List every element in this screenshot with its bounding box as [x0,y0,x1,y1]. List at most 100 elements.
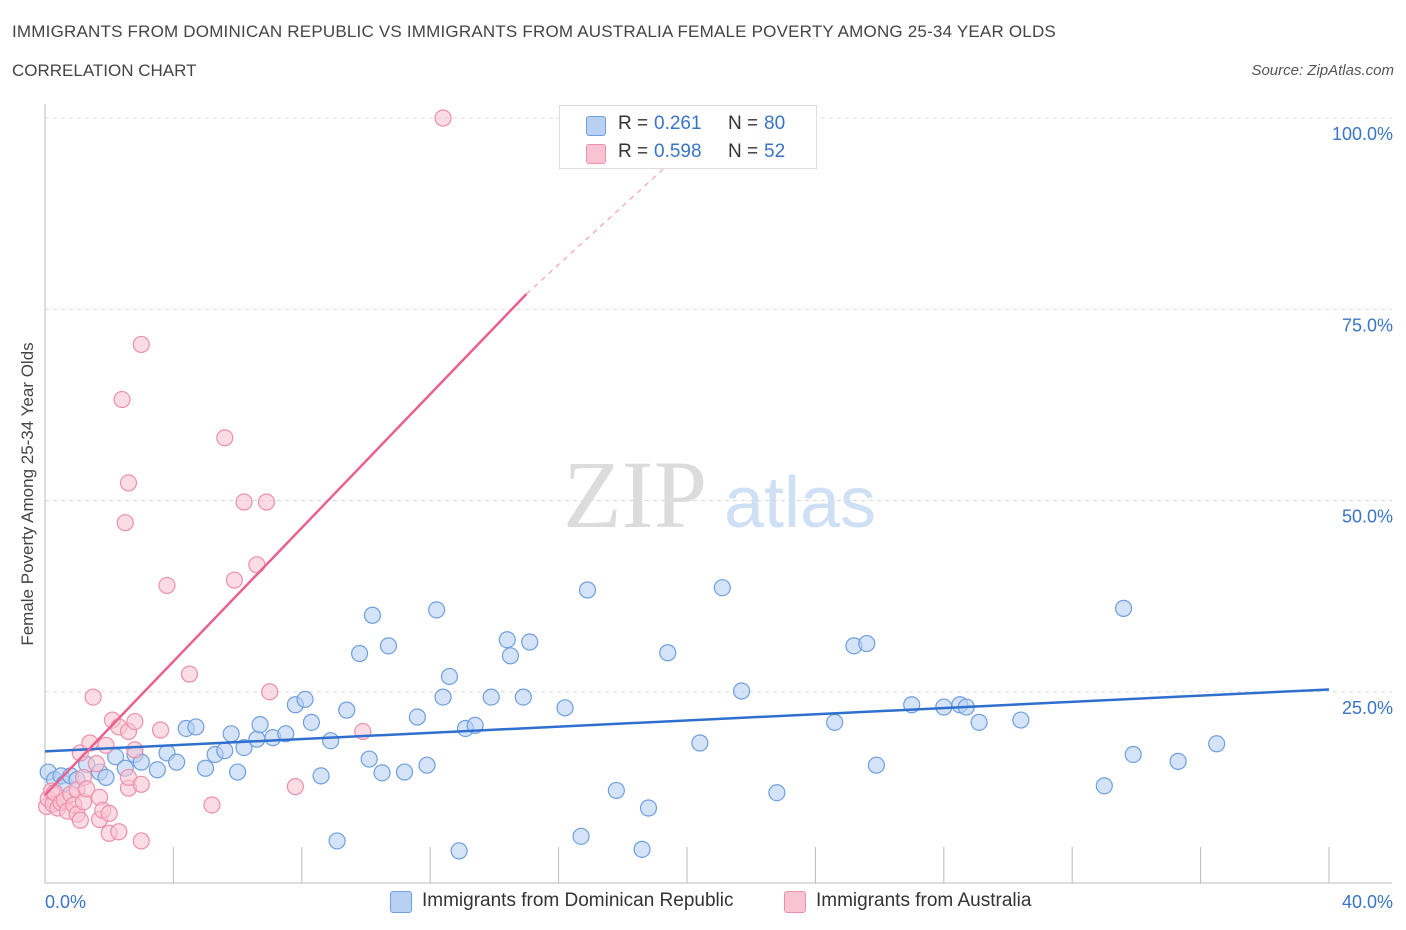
legend-r-value: 0.261 [654,113,702,134]
data-point-australia [126,741,144,759]
trend-lines [44,117,1330,796]
chart-subtitle: CORRELATION CHART [12,61,197,80]
legend-n-label: N = [728,141,759,162]
data-point-dominican [363,606,382,624]
data-point-dominican [826,713,844,731]
data-point-dominican [498,631,516,649]
data-point-australia [71,811,89,829]
data-point-dominican [639,799,658,817]
trend-line-dominican [44,688,1330,753]
data-point-australia [126,712,144,731]
data-point-australia [119,474,138,492]
watermark-atlas: atlas [724,463,876,543]
data-point-dominican [858,634,876,653]
data-point-australia [158,576,176,595]
x-tick-labels: 0.0% 40.0% [45,892,1393,912]
data-point-dominican [168,753,186,771]
y-tick-label: 50.0% [1342,507,1393,527]
data-point-dominican [418,756,436,774]
data-point-dominican [501,647,520,665]
data-point-dominican [1012,711,1030,729]
data-point-dominican [514,688,532,706]
data-point-dominican [373,764,391,782]
data-point-dominican [296,690,314,709]
data-point-dominican [482,688,500,706]
data-point-australia [180,665,199,683]
grid-lines [45,117,1392,693]
legend-r-value: 0.598 [654,141,702,162]
data-point-dominican [395,763,414,781]
data-point-dominican [572,827,590,845]
data-point-australia [203,796,221,814]
legend-label-australia: Immigrants from Australia [816,890,1032,911]
data-point-australia [100,804,118,822]
data-point-dominican [578,581,597,599]
data-point-dominican [379,637,398,655]
y-tick-label: 75.0% [1342,315,1393,335]
data-point-dominican [659,644,677,662]
legend-label-dominican: Immigrants from Dominican Republic [422,890,734,911]
data-point-dominican [251,716,269,734]
watermark: ZIP atlas [563,441,876,548]
data-point-dominican [148,761,166,779]
x-tick-label: 0.0% [45,892,86,912]
data-point-australia [97,736,115,754]
data-point-australia [151,721,170,739]
data-point-dominican [732,682,751,700]
data-point-dominican [691,734,709,752]
data-point-australia [78,780,96,798]
trend-line-australia [44,293,528,796]
data-point-australia [87,755,105,773]
data-point-dominican [556,699,574,717]
data-point-dominican [350,644,369,663]
legend-swatch-blue [390,891,412,913]
data-point-dominican [713,579,731,597]
data-point-dominican [867,756,885,774]
data-point-australia [286,778,304,796]
data-point-dominican [277,725,295,743]
data-point-australia [434,109,452,127]
data-point-dominican [434,688,452,706]
data-point-dominican [633,840,651,858]
chart-title: IMMIGRANTS FROM DOMINICAN REPUBLIC VS IM… [12,22,1056,41]
data-point-dominican [187,718,205,736]
trend-line-australia-extension [526,117,720,295]
y-axis-label: Female Poverty Among 25-34 Year Olds [18,342,37,645]
data-point-dominican [229,763,247,781]
data-point-dominican [235,738,253,757]
legend-n-label: N = [728,113,759,134]
stats-legend: R = 0.261 N = 80 R = 0.598 N = 52 [559,105,817,169]
legend-swatch-pink [586,144,606,164]
y-tick-label: 25.0% [1342,698,1393,718]
data-point-dominican [1169,752,1187,770]
data-point-dominican [312,767,330,785]
data-point-dominican [328,832,346,850]
data-point-australia [225,571,243,589]
data-point-australia [261,683,279,701]
y-tick-label: 100.0% [1332,124,1393,144]
data-point-dominican [428,601,446,619]
legend-n-value: 80 [764,113,786,134]
data-point-australia [216,429,234,447]
data-point-dominican [302,713,321,731]
data-point-dominican [1114,599,1133,617]
data-point-dominican [222,725,240,743]
data-point-dominican [216,742,234,760]
data-point-dominican [450,842,468,860]
data-point-australia [116,514,134,532]
source-label: Source: ZipAtlas.com [1251,62,1394,79]
data-point-dominican [322,732,340,750]
data-point-dominican [338,701,356,719]
data-point-dominican [408,708,426,726]
data-point-dominican [521,633,539,651]
data-point-australia [132,832,150,850]
data-point-australia [113,390,131,409]
data-point-dominican [440,667,459,686]
data-point-dominican [1095,777,1113,795]
data-point-dominican [768,784,786,802]
watermark-zip: ZIP [563,441,707,548]
data-point-dominican [1124,745,1142,764]
data-point-australia [132,335,150,354]
legend-r-label: R = [618,141,649,162]
